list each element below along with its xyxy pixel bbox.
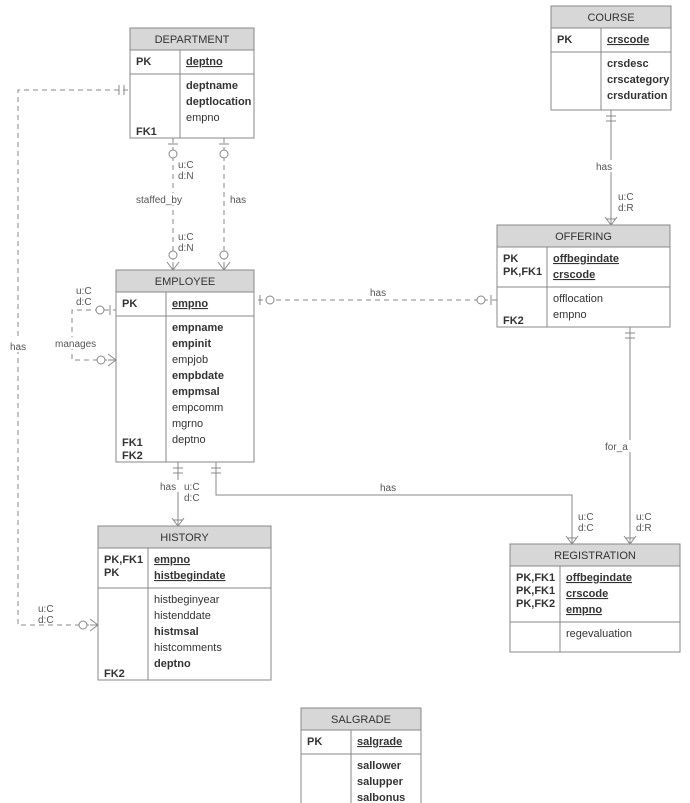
svg-text:empcomm: empcomm [172, 402, 223, 414]
svg-text:SALGRADE: SALGRADE [331, 714, 391, 726]
svg-text:has: has [160, 482, 176, 493]
svg-text:offbegindate: offbegindate [566, 572, 632, 584]
svg-text:d:N: d:N [178, 243, 194, 254]
svg-text:u:C: u:C [76, 286, 92, 297]
svg-text:PK: PK [104, 567, 119, 579]
svg-text:regevaluation: regevaluation [566, 628, 632, 640]
svg-text:empno: empno [154, 554, 190, 566]
svg-text:has: has [10, 342, 26, 353]
entity-history: HISTORY PK,FK1PK empno histbegindate FK2 hist… [98, 526, 271, 680]
svg-text:COURSE: COURSE [587, 12, 634, 24]
svg-text:PK: PK [307, 736, 322, 748]
svg-text:d:C: d:C [578, 523, 594, 534]
svg-text:PK: PK [557, 34, 572, 46]
svg-text:u:C: u:C [38, 604, 54, 615]
svg-text:d:C: d:C [38, 615, 54, 626]
svg-text:histenddate: histenddate [154, 610, 211, 622]
svg-text:PK: PK [503, 253, 518, 265]
svg-text:deptno: deptno [172, 434, 206, 446]
svg-text:histbegindate: histbegindate [154, 570, 226, 582]
svg-text:deptlocation: deptlocation [186, 96, 252, 108]
svg-text:PK,FK1: PK,FK1 [516, 585, 555, 597]
svg-text:FK1: FK1 [122, 437, 143, 449]
svg-text:FK2: FK2 [503, 315, 524, 327]
svg-text:histcomments: histcomments [154, 642, 222, 654]
entity-offering: OFFERING PKPK,FK1 offbegindate crscode FK2 of… [497, 225, 670, 327]
svg-text:has: has [596, 162, 612, 173]
svg-text:manages: manages [55, 339, 96, 350]
svg-text:histmsal: histmsal [154, 626, 199, 638]
svg-text:for_a: for_a [605, 442, 628, 453]
svg-text:PK,FK2: PK,FK2 [516, 598, 555, 610]
svg-text:deptno: deptno [154, 658, 191, 670]
svg-text:d:R: d:R [618, 203, 634, 214]
svg-text:u:C: u:C [636, 512, 652, 523]
svg-text:deptname: deptname [186, 80, 238, 92]
svg-text:crscode: crscode [566, 588, 608, 600]
svg-text:empno: empno [172, 298, 208, 310]
svg-text:PK,FK1: PK,FK1 [104, 554, 143, 566]
svg-text:salgrade: salgrade [357, 736, 402, 748]
svg-text:d:N: d:N [178, 171, 194, 182]
svg-text:empname: empname [172, 322, 223, 334]
svg-text:has: has [370, 288, 386, 299]
svg-text:has: has [380, 483, 396, 494]
entity-course: COURSE PK crscode crsdesc crscategory crsdura… [551, 6, 671, 110]
svg-text:FK2: FK2 [122, 450, 143, 462]
svg-text:offlocation: offlocation [553, 293, 603, 305]
svg-text:REGISTRATION: REGISTRATION [554, 550, 636, 562]
entity-department: DEPARTMENT PK deptno FK1 deptname deptlocatio… [130, 28, 254, 138]
svg-text:PK,FK1: PK,FK1 [516, 572, 555, 584]
svg-text:empinit: empinit [172, 338, 211, 350]
svg-text:has: has [230, 195, 246, 206]
svg-text:sallower: sallower [357, 760, 402, 772]
svg-text:empno: empno [553, 309, 587, 321]
svg-text:u:C: u:C [618, 192, 634, 203]
svg-text:histbeginyear: histbeginyear [154, 594, 220, 606]
svg-text:HISTORY: HISTORY [160, 532, 209, 544]
svg-text:empmsal: empmsal [172, 386, 220, 398]
svg-text:offbegindate: offbegindate [553, 253, 619, 265]
entity-registration: REGISTRATIONPK,FK1PK,FK1PK,FK2offbeginda… [510, 544, 680, 652]
svg-text:d:C: d:C [184, 493, 200, 504]
edge-emp-manages-emp [72, 310, 116, 360]
svg-text:staffed_by: staffed_by [136, 195, 182, 206]
svg-text:deptno: deptno [186, 56, 223, 68]
svg-text:u:C: u:C [178, 160, 194, 171]
svg-text:empbdate: empbdate [172, 370, 224, 382]
svg-text:u:C: u:C [184, 482, 200, 493]
svg-text:PK: PK [122, 298, 137, 310]
svg-text:crsdesc: crsdesc [607, 58, 649, 70]
svg-text:salupper: salupper [357, 776, 404, 788]
svg-text:crscategory: crscategory [607, 74, 670, 86]
svg-text:d:C: d:C [76, 297, 92, 308]
svg-text:PK,FK1: PK,FK1 [503, 266, 542, 278]
er-diagram: staffed_byu:Cd:Nhasu:Cd:Nmanagesu:Cd:Cha… [0, 0, 690, 803]
svg-text:OFFERING: OFFERING [555, 231, 612, 243]
svg-text:u:C: u:C [178, 232, 194, 243]
svg-text:crsduration: crsduration [607, 90, 668, 102]
svg-text:crscode: crscode [553, 269, 595, 281]
entity-salgrade: SALGRADE PK salgrade sallower salupper salbon… [301, 708, 421, 803]
svg-text:salbonus: salbonus [357, 792, 405, 803]
svg-text:u:C: u:C [578, 512, 594, 523]
entity-employee: EMPLOYEE PK empno FK1FK2 empname empinit empjo… [116, 270, 254, 462]
svg-text:FK2: FK2 [104, 668, 125, 680]
svg-text:empno: empno [566, 604, 602, 616]
svg-text:PK: PK [136, 56, 151, 68]
svg-text:DEPARTMENT: DEPARTMENT [155, 34, 230, 46]
svg-text:crscode: crscode [607, 34, 649, 46]
svg-text:FK1: FK1 [136, 126, 157, 138]
svg-text:empjob: empjob [172, 354, 208, 366]
svg-text:mgrno: mgrno [172, 418, 203, 430]
svg-text:EMPLOYEE: EMPLOYEE [155, 276, 216, 288]
svg-text:d:R: d:R [636, 523, 652, 534]
svg-text:empno: empno [186, 112, 220, 124]
